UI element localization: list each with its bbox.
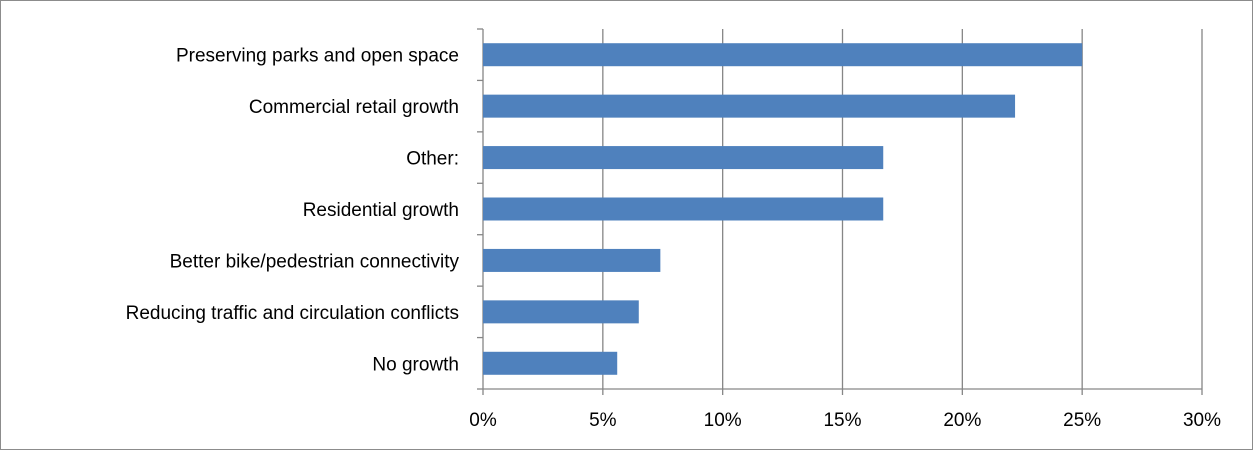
category-label: Reducing traffic and circulation conflic…	[126, 303, 459, 324]
x-tick-label: 0%	[469, 410, 497, 431]
x-tick-label: 25%	[1063, 410, 1101, 431]
bar	[483, 146, 884, 170]
x-tick-label: 20%	[943, 410, 981, 431]
x-tick-labels: 0% 5% 10% 15% 20% 25% 30%	[469, 410, 1221, 431]
category-label: Better bike/pedestrian connectivity	[170, 251, 460, 272]
category-label: Residential growth	[303, 200, 459, 221]
x-tick-label: 15%	[823, 410, 861, 431]
bar	[483, 197, 884, 221]
category-label: Preserving parks and open space	[176, 46, 459, 67]
bar	[483, 43, 1083, 67]
category-label: Other:	[406, 149, 459, 170]
bar	[483, 351, 618, 375]
category-labels: Preserving parks and open space Commercia…	[126, 46, 460, 376]
x-tick-label: 5%	[589, 410, 617, 431]
x-tick-label: 10%	[704, 410, 742, 431]
bar	[483, 300, 639, 324]
bar	[483, 248, 661, 272]
bar	[483, 94, 1016, 118]
x-tick-label: 30%	[1183, 410, 1221, 431]
category-label: No growth	[372, 354, 459, 375]
bars	[483, 43, 1083, 375]
category-label: Commercial retail growth	[249, 97, 459, 118]
